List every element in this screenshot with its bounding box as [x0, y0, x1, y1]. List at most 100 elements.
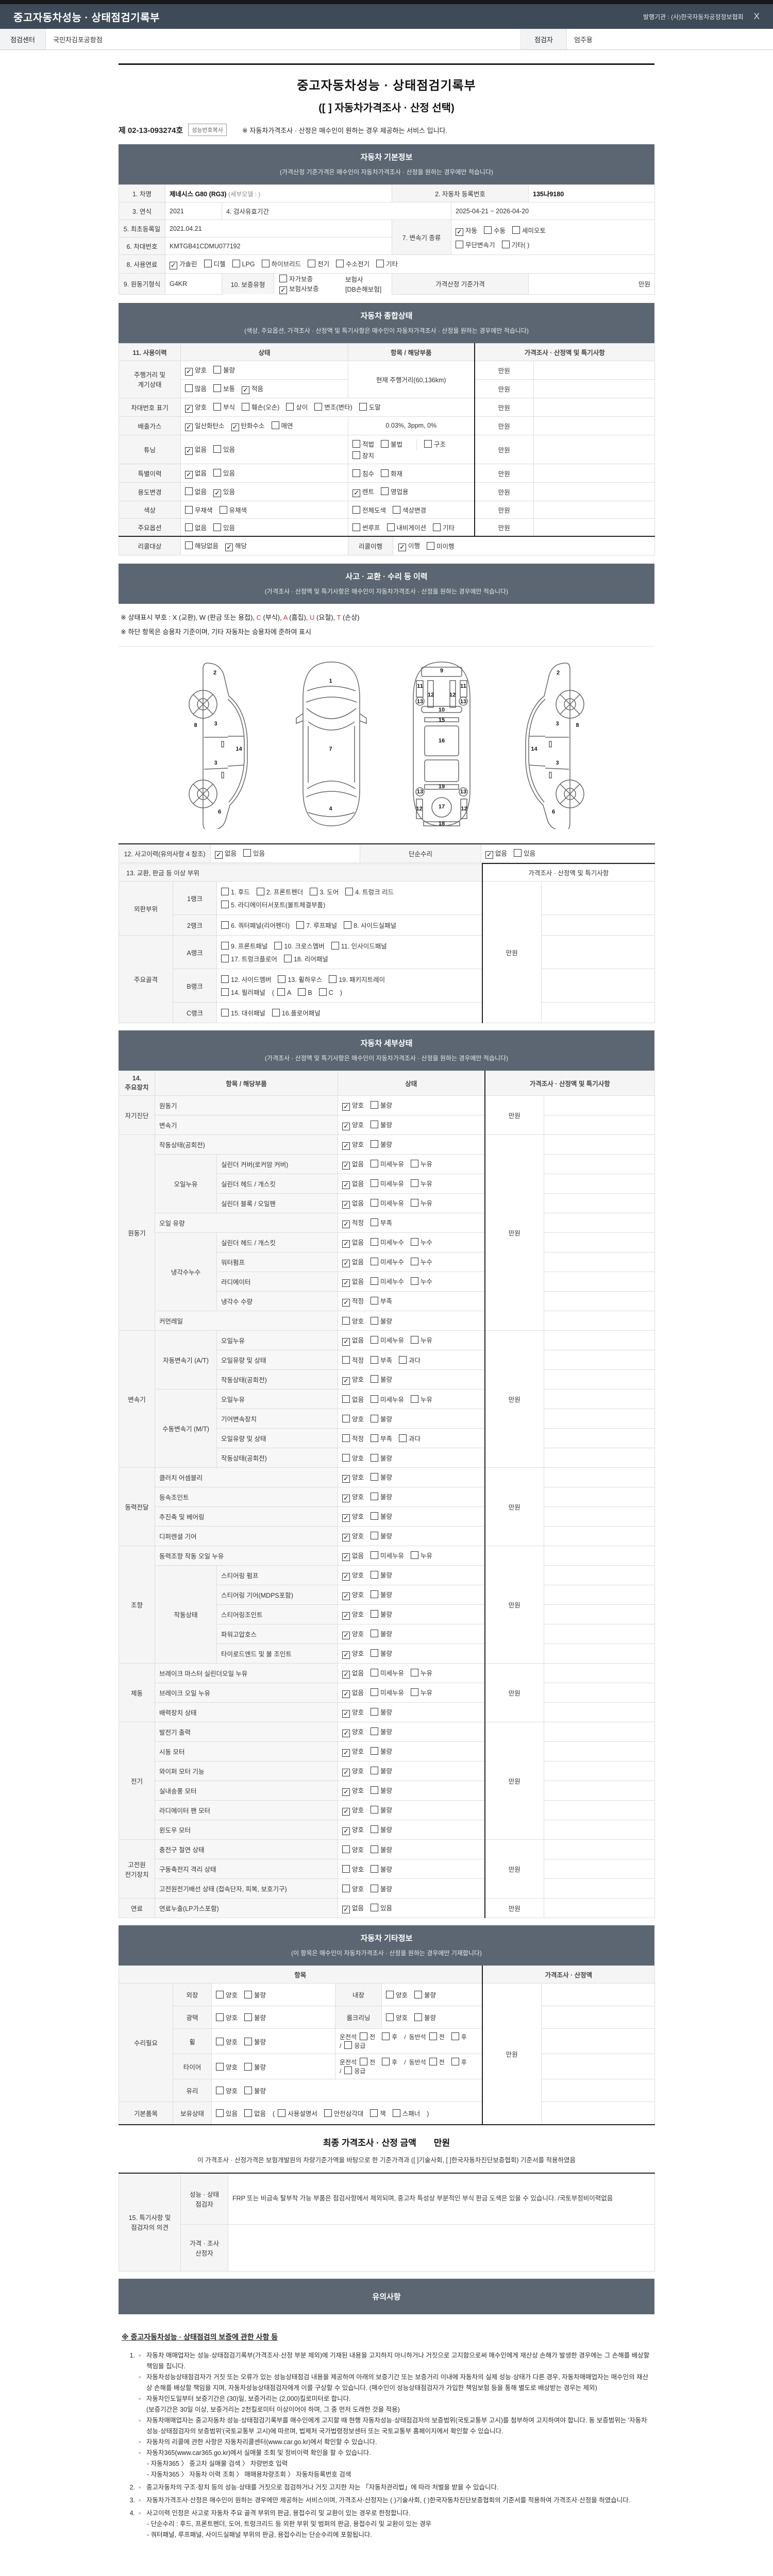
- checkbox-icon[interactable]: [371, 1571, 379, 1579]
- checkbox-icon[interactable]: [414, 2013, 423, 2022]
- checkbox-icon[interactable]: ✓: [456, 228, 463, 236]
- checkbox-option[interactable]: ✓ 없음: [342, 1550, 364, 1562]
- checkbox-option[interactable]: 불량: [213, 365, 235, 375]
- checkbox-icon[interactable]: [342, 1865, 350, 1873]
- checkbox-option[interactable]: ✓ 양호: [342, 1648, 364, 1659]
- checkbox-icon[interactable]: [371, 1727, 379, 1736]
- checkbox-icon[interactable]: [371, 1258, 379, 1266]
- checkbox-icon[interactable]: [342, 1434, 350, 1443]
- checkbox-option[interactable]: 기타( ): [501, 240, 529, 249]
- checkbox-option[interactable]: ✓ 양호: [342, 1139, 364, 1150]
- checkbox-option[interactable]: ✓ 적음: [242, 383, 263, 394]
- checkbox-icon[interactable]: [371, 1277, 379, 1285]
- checkbox-option[interactable]: ✓ 없음: [342, 1159, 364, 1170]
- checkbox-icon[interactable]: [371, 1140, 379, 1148]
- checkbox-option[interactable]: ✓ 적정: [342, 1296, 364, 1307]
- checkbox-icon[interactable]: [242, 402, 250, 411]
- checkbox-option[interactable]: 썬루프: [352, 522, 380, 532]
- checkbox-option[interactable]: 불량: [371, 1492, 392, 1501]
- checkbox-option[interactable]: 11. 인사이드패널: [331, 941, 387, 951]
- checkbox-option[interactable]: C: [318, 988, 333, 996]
- checkbox-option[interactable]: 19. 패키지트레이: [329, 974, 385, 984]
- checkbox-icon[interactable]: [216, 2013, 224, 2022]
- checkbox-option[interactable]: 미세누수: [371, 1257, 404, 1266]
- checkbox-icon[interactable]: [371, 1199, 379, 1207]
- checkbox-option[interactable]: 없음: [244, 2108, 266, 2118]
- checkbox-option[interactable]: 응급: [344, 2066, 365, 2075]
- checkbox-option[interactable]: ✓ 양호: [342, 1609, 364, 1620]
- checkbox-icon[interactable]: [216, 1991, 224, 1999]
- checkbox-option[interactable]: 장치: [352, 450, 374, 460]
- checkbox-icon[interactable]: [213, 469, 222, 477]
- checkbox-icon[interactable]: [352, 451, 360, 460]
- checkbox-icon[interactable]: ✓: [342, 1260, 350, 1268]
- checkbox-option[interactable]: 양호: [342, 1864, 364, 1874]
- checkbox-option[interactable]: 전: [429, 2058, 445, 2066]
- checkbox-option[interactable]: ✓ 자동: [456, 225, 477, 236]
- checkbox-option[interactable]: 있음: [213, 522, 235, 532]
- checkbox-icon[interactable]: [456, 241, 463, 248]
- checkbox-icon[interactable]: ✓: [342, 1201, 350, 1209]
- checkbox-option[interactable]: 기타: [433, 522, 455, 532]
- checkbox-icon[interactable]: [371, 1551, 379, 1560]
- checkbox-option[interactable]: 5. 라디에이터서포트(볼트체결부품): [221, 900, 325, 909]
- checkbox-icon[interactable]: [371, 1218, 379, 1227]
- checkbox-icon[interactable]: ✓: [342, 1514, 350, 1522]
- checkbox-option[interactable]: 무단변속기: [456, 240, 495, 249]
- checkbox-icon[interactable]: [352, 523, 360, 532]
- checkbox-icon[interactable]: [371, 1434, 379, 1443]
- checkbox-icon[interactable]: ✓: [342, 1808, 350, 1816]
- checkbox-icon[interactable]: [371, 1121, 379, 1129]
- checkbox-option[interactable]: ✓ 양호: [185, 402, 207, 413]
- checkbox-option[interactable]: 미세누수: [371, 1276, 404, 1286]
- checkbox-icon[interactable]: ✓: [342, 1534, 350, 1542]
- checkbox-icon[interactable]: [371, 1610, 379, 1618]
- checkbox-option[interactable]: 14. 필러패널: [221, 987, 265, 997]
- checkbox-option[interactable]: ✓ 없음: [342, 1668, 364, 1679]
- checkbox-option[interactable]: 양호: [386, 2012, 408, 2022]
- checkbox-icon[interactable]: [213, 365, 222, 374]
- checkbox-option[interactable]: ✓ 양호: [342, 1589, 364, 1601]
- checkbox-option[interactable]: 미세누유: [371, 1335, 404, 1345]
- checkbox-option[interactable]: 적정: [342, 1355, 364, 1365]
- checkbox-icon[interactable]: [221, 988, 229, 996]
- checkbox-option[interactable]: 양호: [342, 1316, 364, 1326]
- checkbox-icon[interactable]: [256, 888, 264, 896]
- checkbox-option[interactable]: 부족: [371, 1355, 392, 1365]
- checkbox-option[interactable]: ✓ 양호: [342, 1785, 364, 1797]
- checkbox-option[interactable]: 누유: [411, 1198, 432, 1208]
- checkbox-icon[interactable]: [371, 1786, 379, 1794]
- checkbox-option[interactable]: 많음: [185, 383, 207, 393]
- checkbox-option[interactable]: 미세누유: [371, 1394, 404, 1404]
- checkbox-option[interactable]: ✓ 양호: [342, 1746, 364, 1757]
- checkbox-icon[interactable]: [296, 921, 305, 929]
- checkbox-option[interactable]: 훼손(오손): [242, 402, 279, 412]
- checkbox-icon[interactable]: ✓: [342, 1632, 350, 1640]
- checkbox-option[interactable]: 불량: [244, 2062, 266, 2072]
- checkbox-option[interactable]: ✓ 있음: [213, 486, 235, 498]
- checkbox-option[interactable]: 영업용: [381, 486, 409, 496]
- checkbox-option[interactable]: 도말: [359, 402, 381, 412]
- checkbox-option[interactable]: ✓ 해당: [225, 540, 247, 552]
- checkbox-option[interactable]: 전: [429, 2032, 445, 2041]
- checkbox-icon[interactable]: [371, 1767, 379, 1775]
- checkbox-option[interactable]: 불량: [371, 1120, 392, 1129]
- checkbox-icon[interactable]: ✓: [342, 1730, 350, 1738]
- checkbox-option[interactable]: 있음: [213, 468, 235, 478]
- checkbox-option[interactable]: ✓ 일산화탄소: [185, 420, 225, 431]
- checkbox-icon[interactable]: [371, 1238, 379, 1246]
- checkbox-option[interactable]: 양호: [216, 2062, 238, 2072]
- checkbox-option[interactable]: 불량: [371, 1374, 392, 1384]
- checkbox-option[interactable]: 상이: [286, 402, 308, 412]
- checkbox-option[interactable]: ✓ 없음: [342, 1198, 364, 1209]
- checkbox-icon[interactable]: [381, 439, 389, 448]
- checkbox-icon[interactable]: [244, 2037, 253, 2045]
- checkbox-icon[interactable]: [286, 402, 294, 411]
- checkbox-icon[interactable]: [371, 1845, 379, 1854]
- checkbox-icon[interactable]: ✓: [170, 262, 177, 269]
- checkbox-icon[interactable]: [244, 2062, 253, 2071]
- checkbox-option[interactable]: 2. 프론트펜더: [256, 887, 303, 896]
- checkbox-icon[interactable]: [411, 1179, 419, 1188]
- checkbox-option[interactable]: ✓ 양호: [342, 1100, 364, 1111]
- checkbox-icon[interactable]: [371, 1395, 379, 1403]
